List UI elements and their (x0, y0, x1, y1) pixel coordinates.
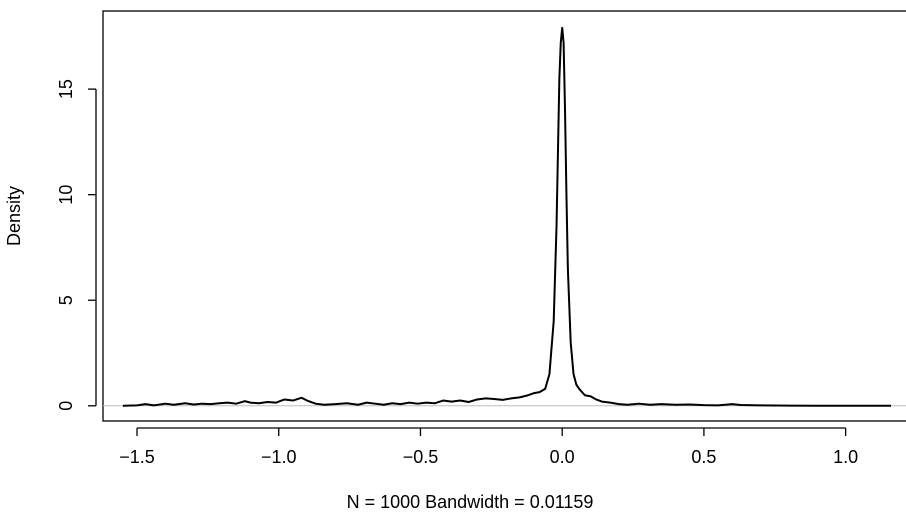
y-tick-label: 15 (56, 79, 76, 99)
y-tick-label: 10 (56, 185, 76, 205)
density-curve (122, 26, 891, 407)
y-axis-label: Density (4, 186, 24, 246)
x-tick-label: 1.0 (833, 447, 858, 467)
x-tick-label: 0.0 (550, 447, 575, 467)
x-tick-label: −1.5 (119, 447, 155, 467)
x-tick-label: 0.5 (691, 447, 716, 467)
x-tick-label: −0.5 (403, 447, 439, 467)
y-tick-label: 5 (56, 295, 76, 305)
plot-frame (102, 10, 906, 422)
y-tick-label: 0 (56, 401, 76, 411)
x-tick-label: −1.0 (261, 447, 297, 467)
x-axis-label: N = 1000 Bandwidth = 0.01159 (347, 492, 594, 512)
x-axis: −1.5 −1.0 −0.5 0.0 0.5 1.0 (119, 427, 858, 467)
y-axis: 0 5 10 15 (56, 79, 97, 411)
